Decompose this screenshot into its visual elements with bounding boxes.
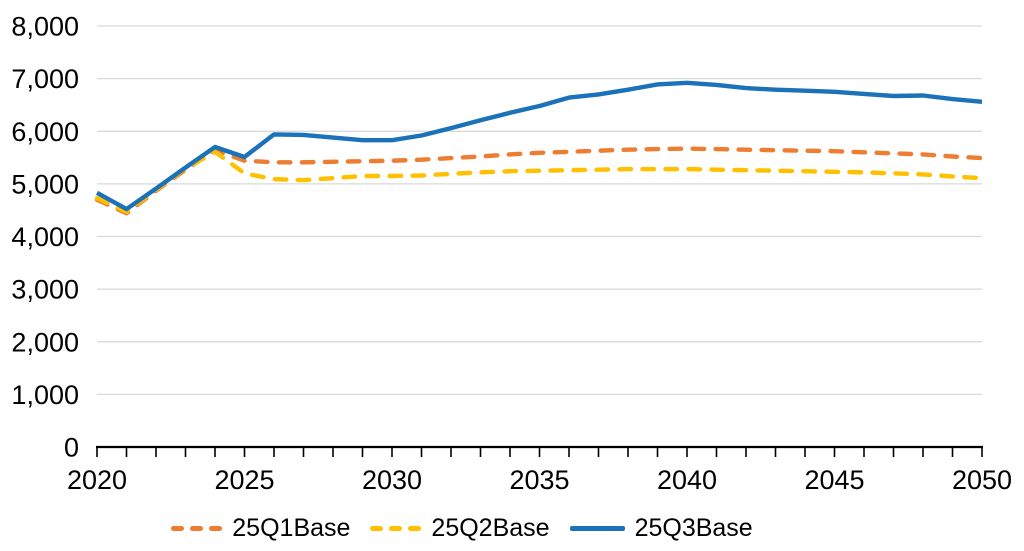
chart-legend: 25Q1Base 25Q2Base 25Q3Base	[0, 516, 974, 541]
svg-text:0: 0	[64, 433, 79, 463]
svg-text:2050: 2050	[952, 465, 1012, 495]
series-line-25q1base	[94, 146, 985, 216]
svg-text:3,000: 3,000	[11, 275, 79, 305]
svg-text:6,000: 6,000	[11, 117, 79, 147]
x-axis-ticks	[96, 447, 983, 457]
legend-label-25q2base: 25Q2Base	[431, 514, 550, 542]
legend-swatch-orange-dashed-icon	[171, 526, 223, 532]
svg-text:1,000: 1,000	[11, 380, 79, 410]
legend-swatch-yellow-dashed-icon	[370, 526, 422, 532]
svg-text:2,000: 2,000	[11, 327, 79, 357]
series-line-25q3base	[95, 80, 983, 212]
svg-text:7,000: 7,000	[11, 64, 79, 94]
svg-text:4,000: 4,000	[11, 222, 79, 252]
series-line-25q2base	[94, 149, 985, 215]
svg-text:2030: 2030	[362, 465, 422, 495]
legend-item-25q2base: 25Q2Base	[370, 514, 550, 542]
legend-item-25q1base: 25Q1Base	[171, 516, 350, 541]
svg-text:2045: 2045	[804, 465, 864, 495]
legend-item-25q3base: 25Q3Base	[569, 514, 753, 542]
y-axis-labels: 0 1,000 2,000 3,000 4,000 5,000 6,000 7,000 8,00…	[11, 12, 79, 463]
svg-text:2040: 2040	[657, 465, 717, 495]
gridlines	[97, 25, 982, 396]
legend-label-25q1base: 25Q1Base	[232, 514, 351, 542]
svg-text:2025: 2025	[214, 465, 274, 495]
legend-swatch-blue-solid-icon	[569, 526, 625, 532]
svg-text:8,000: 8,000	[11, 12, 79, 42]
svg-text:2020: 2020	[67, 465, 127, 495]
svg-text:5,000: 5,000	[11, 169, 79, 199]
legend-label-25q3base: 25Q3Base	[634, 514, 753, 542]
x-axis-labels: 2020 2025 2030 2035 2040 2045 2050	[67, 465, 1012, 495]
svg-text:2035: 2035	[509, 465, 569, 495]
